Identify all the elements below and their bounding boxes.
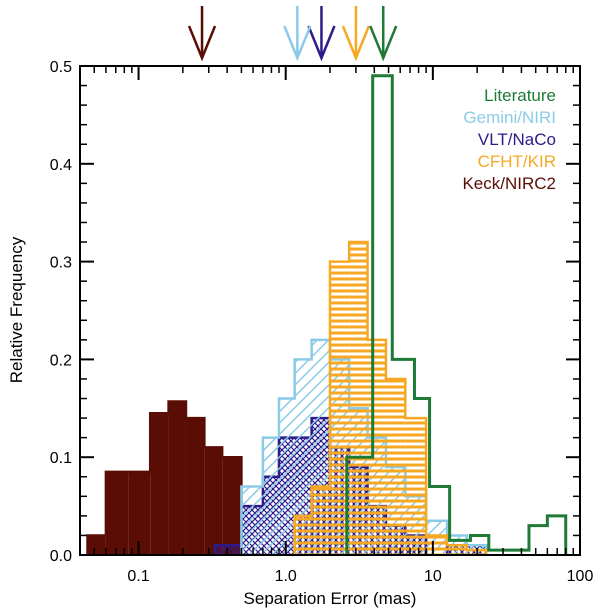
keck-nirc2-bar [87, 535, 106, 555]
vlt-naco-median-arrow [307, 6, 336, 62]
gemini-niri-bar [241, 486, 263, 555]
gemini-niri-median-arrow [283, 6, 312, 62]
y-tick-label: 0.1 [50, 450, 72, 467]
gemini-niri-bar [294, 359, 312, 555]
literature-outline [345, 74, 568, 555]
keck-nirc2-bar [105, 471, 129, 555]
series-keck-nirc2 [86, 400, 263, 555]
gemini-niri-bar [262, 437, 279, 555]
cfht-kir-bar [426, 535, 448, 555]
legend-entry-cfht-kir: CFHT/KIR [478, 152, 556, 171]
keck-nirc2-bar [128, 471, 151, 555]
gemini-niri-bar [278, 398, 295, 555]
cfht-kir-bar [447, 545, 467, 555]
cfht-kir-bar [311, 486, 330, 555]
legend-entry-keck-nirc2: Keck/NIRC2 [462, 174, 556, 193]
y-tick-label: 0.0 [50, 548, 72, 565]
keck-nirc2-bar [222, 457, 242, 555]
cfht-kir-bar [349, 242, 368, 555]
axis-ticks: 0.1 1.0 10 100 0.0 0.1 0.2 0.3 0.4 0.5 [50, 59, 594, 585]
cfht-kir-bar [330, 261, 350, 555]
legend-entry-literature: Literature [484, 86, 556, 105]
vlt-naco-bar [214, 545, 242, 555]
x-axis-label: Separation Error (mas) [244, 589, 417, 608]
keck-nirc2-median-arrow [187, 6, 217, 62]
y-tick-label: 0.5 [50, 59, 72, 76]
legend: Literature Gemini/NIRI VLT/NaCo CFHT/KIR Kec… [462, 86, 556, 193]
cfht-kir-bar [385, 378, 406, 555]
x-tick-label: 1.0 [275, 568, 297, 585]
cfht-kir-bar [367, 339, 386, 555]
cfht-kir-bar [405, 418, 427, 555]
keck-nirc2-bar [150, 413, 169, 555]
legend-entry-vlt-naco: VLT/NaCo [478, 130, 556, 149]
y-tick-label: 0.4 [50, 157, 72, 174]
y-axis-label: Relative Frequency [7, 236, 26, 383]
cfht-kir-outline [293, 240, 488, 555]
cfht-kir-bar [294, 515, 312, 555]
keck-nirc2-bar [168, 401, 186, 555]
keck-nirc2-outline [86, 400, 263, 555]
series-literature [345, 74, 568, 555]
x-tick-label: 10 [424, 568, 442, 585]
series-layer [86, 74, 568, 555]
keck-nirc2-bar [185, 418, 205, 555]
y-tick-label: 0.3 [50, 255, 72, 272]
legend-entry-gemini-niri: Gemini/NIRI [463, 108, 556, 127]
x-tick-label: 0.1 [127, 568, 149, 585]
keck-nirc2-bar [204, 447, 223, 555]
y-tick-label: 0.2 [50, 352, 72, 369]
literature-median-arrow [369, 6, 398, 62]
cfht-kir-median-arrow [341, 6, 371, 62]
median-arrows [187, 6, 398, 62]
x-tick-label: 100 [567, 568, 594, 585]
